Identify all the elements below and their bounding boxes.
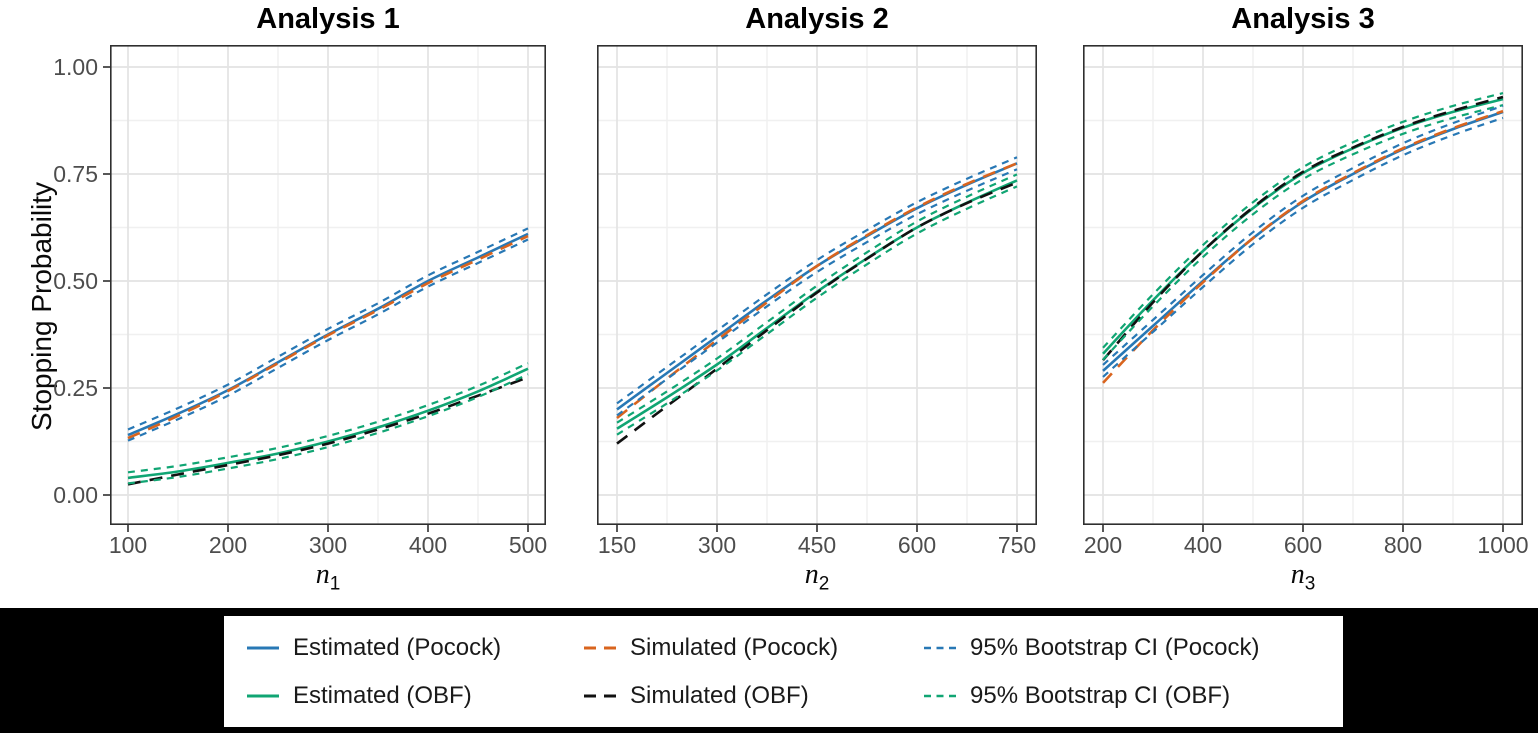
curve-95-bootstrap-ci-pocock (127, 227, 529, 431)
legend-key-line-icon (247, 694, 279, 698)
legend-strip: Estimated (Pocock) Simulated (Pocock) 95… (0, 608, 1538, 733)
curve-estimated-obf (127, 367, 529, 480)
curve-simulated-pocock (1102, 109, 1504, 384)
legend-key-dashed-line-icon (584, 694, 616, 698)
x-tick-label: 600 (1283, 532, 1323, 558)
y-tick-label: 1.00 (53, 54, 98, 80)
legend-item-bootstrap-ci-obf: 95% Bootstrap CI (OBF) (901, 672, 1343, 720)
x-axis-title-base: n (1290, 559, 1305, 590)
legend: Estimated (Pocock) Simulated (Pocock) 95… (224, 616, 1343, 727)
x-tick-label: 600 (897, 532, 937, 558)
x-tick-label: 400 (408, 532, 448, 558)
legend-key-dotted-line-icon (924, 646, 956, 650)
x-tick-label: 200 (1083, 532, 1123, 558)
curve-95-bootstrap-ci-pocock (616, 156, 1018, 405)
legend-item-bootstrap-ci-pocock: 95% Bootstrap CI (Pocock) (901, 624, 1343, 672)
panel-canvas (597, 45, 1037, 532)
legend-label: Estimated (Pocock) (293, 634, 502, 661)
y-tick-label: 0.25 (53, 375, 98, 401)
panel-border (110, 45, 546, 525)
x-tick-label: 150 (597, 532, 637, 558)
x-tick-label: 300 (308, 532, 348, 558)
panel-canvas (103, 45, 546, 532)
curve-95-bootstrap-ci-pocock (1102, 104, 1504, 366)
x-axis-title-n3: n3 (1243, 559, 1363, 595)
x-axis-title-sub: 1 (329, 573, 341, 595)
legend-item-simulated-obf: Simulated (OBF) (561, 672, 901, 720)
panel-title-analysis-3: Analysis 3 (1231, 3, 1375, 35)
legend-label: Simulated (OBF) (630, 682, 809, 709)
legend-key-dotted-line-icon (924, 694, 956, 698)
legend-label: Estimated (OBF) (293, 682, 472, 709)
curve-simulated-pocock (127, 234, 529, 440)
plot-panel-analysis-3 (1083, 45, 1523, 539)
plot-panel-analysis-1 (103, 45, 546, 539)
x-tick-label: 200 (208, 532, 248, 558)
y-tick-label: 0.50 (53, 268, 98, 294)
y-tick-label: 0.00 (53, 482, 98, 508)
x-axis-title-sub: 2 (818, 573, 830, 595)
legend-label: 95% Bootstrap CI (OBF) (970, 682, 1231, 709)
curve-simulated-obf (127, 376, 529, 486)
curve-simulated-obf (616, 181, 1018, 445)
x-axis-title-n2: n2 (757, 559, 877, 595)
curve-simulated-pocock (616, 162, 1018, 420)
legend-label: 95% Bootstrap CI (Pocock) (970, 634, 1260, 661)
x-tick-label: 750 (997, 532, 1037, 558)
curve-95-bootstrap-ci-obf (1102, 92, 1504, 349)
curve-95-bootstrap-ci-pocock (616, 168, 1018, 417)
curve-95-bootstrap-ci-obf (127, 373, 529, 485)
x-tick-label: 300 (697, 532, 737, 558)
curve-95-bootstrap-ci-obf (1102, 104, 1504, 361)
legend-item-estimated-pocock: Estimated (Pocock) (224, 624, 561, 672)
legend-label: Simulated (Pocock) (630, 634, 839, 661)
legend-key-line-icon (247, 646, 279, 650)
curve-simulated-obf (1102, 95, 1504, 362)
curve-95-bootstrap-ci-pocock (1102, 116, 1504, 378)
plot-panel-analysis-2 (597, 45, 1037, 539)
y-tick-label: 0.75 (53, 161, 98, 187)
x-tick-label: 450 (797, 532, 837, 558)
legend-item-estimated-obf: Estimated (OBF) (224, 672, 561, 720)
x-axis-title-base: n (315, 559, 330, 590)
legend-item-simulated-pocock: Simulated (Pocock) (561, 624, 901, 672)
x-axis-title-n1: n1 (268, 559, 388, 595)
x-tick-label: 100 (108, 532, 148, 558)
panel-title-analysis-1: Analysis 1 (256, 3, 400, 35)
panel-canvas (1083, 45, 1523, 532)
panel-border (1083, 45, 1523, 525)
curve-95-bootstrap-ci-pocock (127, 238, 529, 442)
panel-title-analysis-2: Analysis 2 (745, 3, 889, 35)
panel-border (597, 45, 1037, 525)
x-axis-title-base: n (804, 559, 819, 590)
curve-95-bootstrap-ci-obf (127, 362, 529, 474)
x-axis-title-sub: 3 (1304, 573, 1316, 595)
legend-key-dashed-line-icon (584, 646, 616, 650)
x-tick-label: 400 (1183, 532, 1223, 558)
x-tick-label: 800 (1383, 532, 1423, 558)
x-tick-label: 1000 (1477, 532, 1529, 558)
x-tick-label: 500 (508, 532, 548, 558)
